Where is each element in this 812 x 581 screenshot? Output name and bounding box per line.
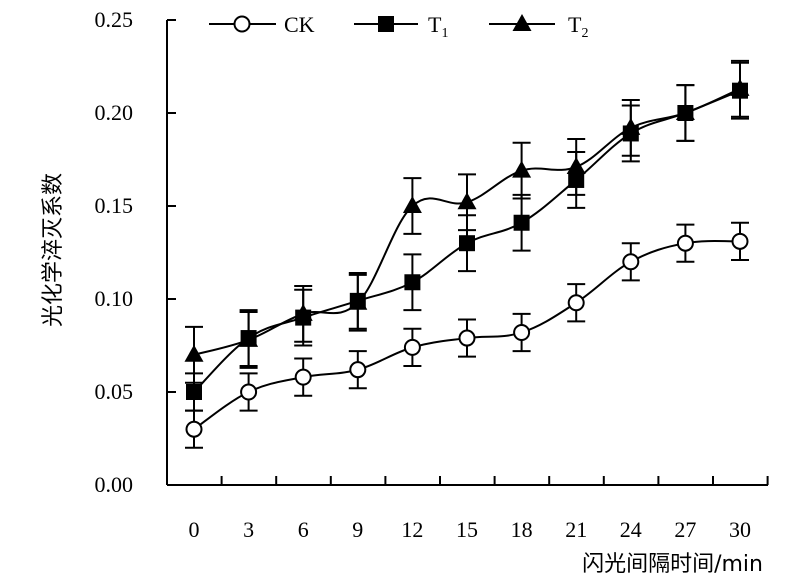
data-point: [566, 156, 586, 174]
x-tick-label: 6: [298, 517, 309, 542]
y-tick-label: 0.10: [95, 286, 134, 311]
legend-label: CK: [284, 12, 315, 37]
legend-subscript: 2: [581, 26, 588, 41]
series-1: [185, 61, 749, 412]
data-point: [185, 420, 203, 438]
x-tick-label: 15: [456, 517, 478, 542]
data-point: [403, 338, 421, 356]
series-layer: [184, 59, 750, 449]
y-tick-label: 0.25: [95, 7, 134, 32]
data-point: [240, 383, 258, 401]
data-point: [294, 368, 312, 386]
legend-marker: [512, 14, 532, 31]
legend-item-0: CK: [209, 12, 315, 37]
data-point: [676, 234, 694, 252]
data-point: [567, 294, 585, 312]
data-point: [348, 292, 368, 310]
data-point: [622, 253, 640, 271]
data-point: [293, 303, 313, 321]
data-point: [621, 117, 641, 135]
legend-marker: [378, 16, 394, 32]
data-point: [239, 329, 259, 347]
data-point: [349, 361, 367, 379]
x-tick-label: 18: [511, 517, 533, 542]
x-tick-label: 30: [729, 517, 751, 542]
data-point: [731, 232, 749, 250]
data-point: [402, 196, 422, 213]
x-tick-label: 0: [189, 517, 200, 542]
legend: CK T1 T2: [209, 12, 588, 41]
legend-subscript: 1: [441, 26, 448, 41]
x-tick-label: 3: [243, 517, 254, 542]
y-tick-label: 0.05: [95, 379, 134, 404]
x-tick-label: 24: [620, 517, 642, 542]
data-point: [513, 214, 530, 231]
legend-item-2: T2: [489, 12, 588, 41]
data-point: [459, 235, 475, 252]
series-2: [184, 59, 750, 384]
data-point: [513, 323, 531, 341]
data-point: [730, 78, 750, 96]
y-tick-label: 0.15: [95, 193, 134, 218]
x-axis-label: 闪光间隔时间/min: [582, 552, 763, 577]
x-tick-label: 21: [565, 517, 587, 542]
data-point: [675, 103, 695, 120]
y-tick-label: 0.00: [95, 472, 134, 497]
y-tick-label: 0.20: [95, 100, 134, 125]
legend-label: T2: [568, 12, 588, 41]
data-point: [186, 384, 202, 400]
x-tick-label: 12: [401, 517, 423, 542]
x-tick-label: 27: [674, 517, 696, 542]
x-tick-label: 9: [352, 517, 363, 542]
data-point: [184, 344, 204, 362]
legend-item-1: T1: [354, 12, 448, 41]
axes: 0.000.050.100.150.200.250 3 6 9 12 15 18 21 24 27…: [95, 7, 769, 542]
data-point: [404, 274, 421, 291]
series-0: [185, 221, 749, 449]
legend-label: T1: [428, 12, 448, 41]
data-point: [458, 329, 476, 347]
y-axis-label: 光化学淬灭系数: [41, 173, 66, 327]
data-point: [457, 192, 477, 210]
data-point: [512, 160, 532, 178]
legend-marker: [233, 15, 251, 33]
